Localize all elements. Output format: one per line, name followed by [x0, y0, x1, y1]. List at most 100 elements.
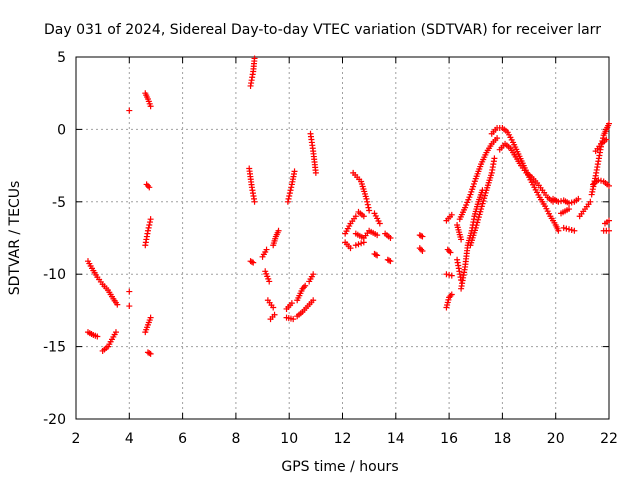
data-point [563, 225, 570, 232]
data-point [291, 168, 298, 175]
x-tick-label: 4 [125, 431, 134, 447]
data-point [355, 241, 362, 248]
data-point [475, 216, 482, 223]
data-point [144, 182, 151, 189]
data-point [365, 204, 372, 211]
data-point [386, 257, 393, 264]
data-point [147, 350, 154, 357]
data-point [146, 219, 153, 226]
data-point [448, 211, 455, 218]
data-point [458, 236, 465, 243]
data-point [302, 282, 309, 289]
x-tick-label: 6 [178, 431, 187, 447]
data-point [290, 316, 297, 323]
x-tick-label: 18 [493, 431, 511, 447]
data-point [446, 248, 453, 255]
data-point [387, 258, 394, 265]
data-point [447, 249, 454, 256]
data-point [448, 291, 455, 298]
data-point [465, 196, 472, 203]
data-point [491, 155, 498, 162]
data-point [126, 107, 133, 114]
y-tick-label: 5 [57, 50, 66, 66]
y-tick-label: 0 [57, 122, 66, 138]
data-point [473, 222, 480, 229]
data-point [364, 201, 371, 208]
data-point [251, 198, 258, 205]
data-point [275, 227, 282, 234]
x-tick-label: 12 [334, 431, 352, 447]
data-points [84, 55, 612, 357]
data-point [477, 208, 484, 215]
data-point [478, 203, 485, 210]
data-point [358, 240, 365, 247]
data-point [146, 184, 153, 191]
data-point [363, 195, 370, 202]
data-point [480, 197, 487, 204]
data-point [555, 227, 562, 234]
data-point [248, 258, 255, 265]
data-point [263, 246, 270, 253]
data-point [145, 224, 152, 231]
data-point [310, 271, 317, 278]
data-point [575, 195, 582, 202]
data-point [606, 217, 612, 224]
data-point [94, 333, 101, 340]
data-point [360, 239, 367, 246]
data-point [472, 224, 479, 231]
x-tick-label: 8 [231, 431, 240, 447]
y-axis-label: SDTVAR / TECUs [7, 181, 23, 296]
data-point [347, 245, 354, 252]
data-point [606, 120, 612, 127]
data-point [571, 227, 578, 234]
data-point [147, 103, 154, 110]
data-point [352, 242, 359, 249]
data-point [251, 55, 258, 62]
data-point [476, 211, 483, 218]
data-point [481, 192, 488, 199]
data-point [568, 199, 575, 206]
data-point [470, 183, 477, 190]
data-point [470, 180, 477, 187]
x-tick-label: 14 [387, 431, 405, 447]
data-point [419, 248, 426, 255]
data-point [146, 221, 153, 228]
data-point [560, 224, 567, 231]
data-point [474, 219, 481, 226]
data-point [418, 232, 425, 239]
data-point [284, 198, 291, 205]
x-tick-label: 16 [440, 431, 458, 447]
data-point [374, 252, 381, 259]
data-point [494, 135, 501, 142]
data-point [387, 235, 394, 241]
data-point [310, 297, 317, 304]
data-point [462, 204, 469, 211]
data-point [463, 201, 470, 208]
data-point [467, 191, 474, 198]
data-point [471, 178, 478, 185]
data-point [595, 177, 602, 184]
grid [76, 57, 609, 419]
data-point [418, 246, 425, 253]
data-point [286, 193, 293, 200]
data-point [360, 213, 367, 220]
data-point [446, 271, 453, 278]
data-point [288, 300, 295, 307]
y-tick-label: -5 [52, 195, 66, 211]
data-point [482, 189, 489, 196]
y-tick-label: -10 [43, 267, 66, 283]
data-point [479, 200, 486, 207]
data-point [286, 190, 293, 197]
x-axis-label: GPS time / hours [281, 459, 398, 475]
x-tick-label: 20 [547, 431, 565, 447]
data-point [126, 288, 133, 295]
data-point [606, 182, 612, 189]
data-point [448, 272, 455, 279]
data-point [464, 199, 471, 206]
data-point [598, 177, 605, 184]
data-point [468, 188, 475, 195]
data-point [112, 329, 119, 336]
data-point [288, 184, 295, 191]
data-point [603, 136, 610, 143]
